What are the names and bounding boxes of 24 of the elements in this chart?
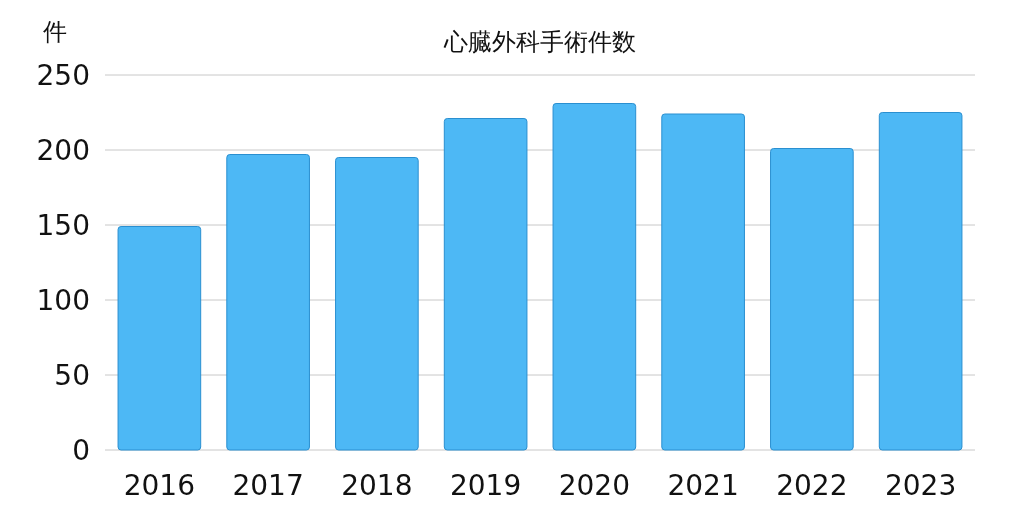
- bar: [117, 226, 202, 451]
- y-tick-label: 150: [36, 209, 90, 242]
- y-tick-label: 250: [36, 59, 90, 92]
- x-tick-label: 2018: [341, 469, 413, 502]
- x-tick-label: 2017: [232, 469, 304, 502]
- y-axis-title: 件: [43, 18, 67, 46]
- bar: [443, 118, 528, 451]
- x-tick-label: 2016: [123, 469, 196, 502]
- x-tick-label: 2023: [884, 469, 957, 502]
- bar: [552, 103, 637, 451]
- x-tick-label: 2019: [449, 469, 522, 502]
- bar: [770, 148, 854, 451]
- x-tick-label: 2020: [558, 469, 631, 502]
- bar: [661, 113, 745, 451]
- y-tick-label: 200: [36, 134, 90, 167]
- chart-title: 心臓外科手術件数: [443, 28, 636, 56]
- y-tick-label: 50: [54, 359, 90, 392]
- bar: [335, 157, 419, 451]
- y-tick-label: 0: [72, 434, 90, 467]
- y-tick-label: 100: [36, 284, 90, 317]
- bar: [226, 154, 310, 451]
- bar: [878, 112, 963, 451]
- x-tick-label: 2022: [776, 469, 848, 502]
- x-tick-label: 2021: [667, 469, 739, 502]
